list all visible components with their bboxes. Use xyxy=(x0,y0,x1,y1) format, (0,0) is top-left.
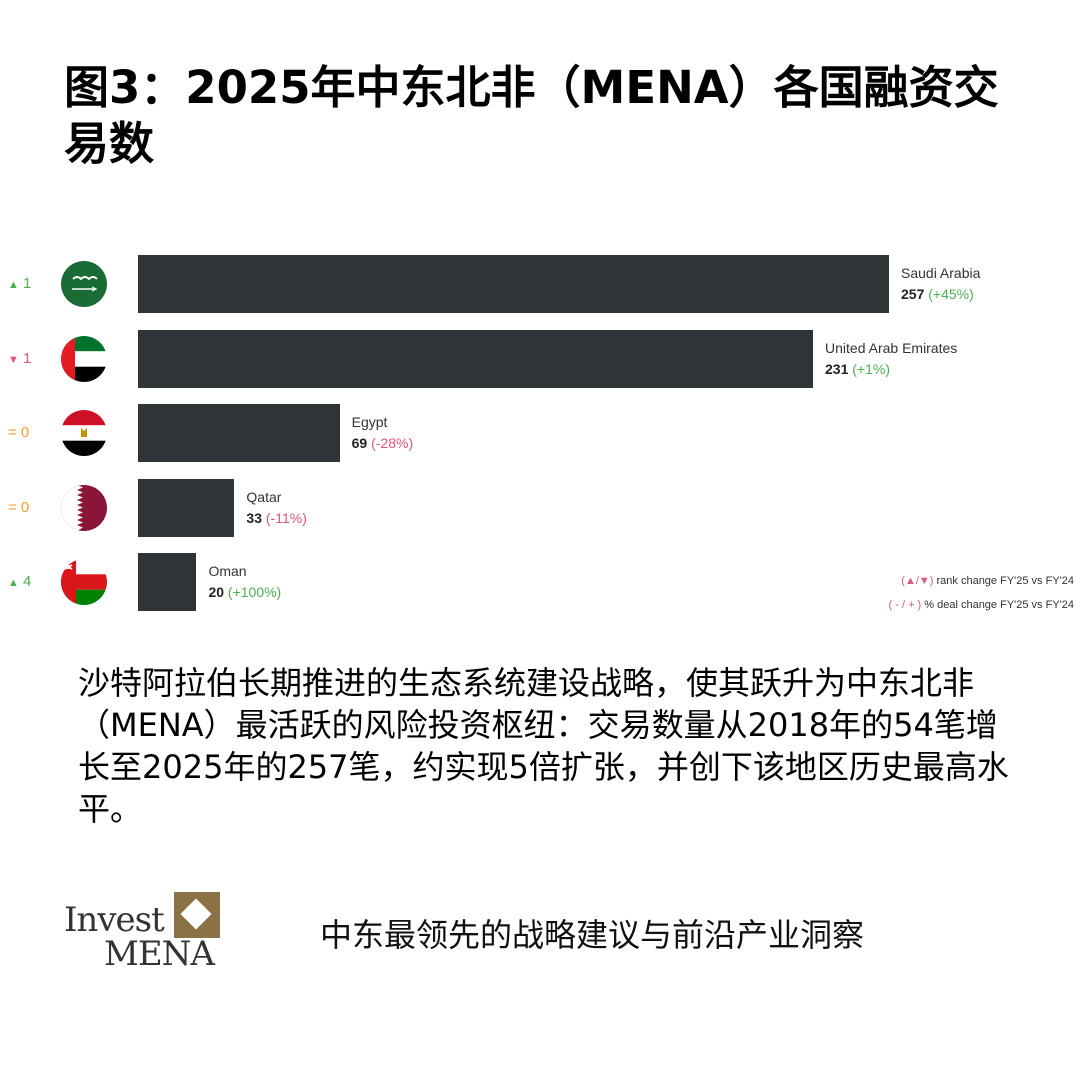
rank-change-arrow: ▲ xyxy=(8,577,19,589)
deal-count: 20 xyxy=(208,584,225,600)
country-label: Egypt xyxy=(351,414,388,430)
deal-change: (+100%) xyxy=(224,584,282,600)
bar-oman xyxy=(138,553,197,611)
value-label: 257 (+45%) xyxy=(901,286,974,302)
legend-label: rank change FY'25 vs FY'24 xyxy=(936,575,1075,587)
legend-label: % deal change FY'25 vs FY'24 xyxy=(924,599,1074,611)
deal-count: 231 xyxy=(825,360,849,377)
rank-change-arrow: = xyxy=(8,498,17,516)
rank-change-indicator: ▲ 1 xyxy=(8,275,31,292)
rank-change-indicator: ▲ 4 xyxy=(8,573,31,590)
deal-change: (+45%) xyxy=(924,286,974,302)
rank-change-indicator: = 0 xyxy=(8,424,29,441)
logo-line-mena: MENA xyxy=(104,934,215,974)
rank-change-value: 0 xyxy=(16,424,30,441)
value-label: 231 (+1%) xyxy=(825,361,890,377)
country-label: United Arab Emirates xyxy=(825,339,958,356)
rank-change-value: 0 xyxy=(16,498,30,516)
value-label: 69 (-28%) xyxy=(352,435,413,451)
rank-change-indicator: ▼ 1 xyxy=(8,350,31,367)
saudi-arabia-flag-icon xyxy=(61,261,107,307)
deal-count: 257 xyxy=(901,286,925,302)
legend-symbols: (▲/▼) xyxy=(901,575,937,587)
value-label: 20 (+100%) xyxy=(208,584,281,600)
bar-chart: ▲ 1 Saudi Arabia 257 (+45%) ▼ 1 United Arab … xyxy=(0,245,1080,625)
oman-flag-icon xyxy=(61,559,107,605)
deal-change: (+1%) xyxy=(848,360,890,377)
legend-item: (▲/▼) rank change FY'25 vs FY'24 xyxy=(901,575,1074,587)
rank-change-value: 1 xyxy=(18,275,32,292)
chart-title: 图3：2025年中东北非（MENA）各国融资交易数 xyxy=(64,61,999,170)
deal-change: (-28%) xyxy=(367,435,414,451)
egypt-flag-icon xyxy=(61,410,107,456)
rank-change-arrow: ▲ xyxy=(8,279,19,291)
value-label: 33 (-11%) xyxy=(246,510,306,526)
rank-change-arrow: = xyxy=(8,424,17,441)
country-label: Qatar xyxy=(246,488,282,505)
logo-line-invest: Invest xyxy=(64,900,165,940)
rank-change-value: 4 xyxy=(18,573,32,590)
invest-mena-logo: Invest MENA xyxy=(64,888,224,974)
bar-egypt xyxy=(138,404,340,462)
country-label: Saudi Arabia xyxy=(901,265,981,281)
country-label: Oman xyxy=(208,563,247,579)
rank-change-value: 1 xyxy=(18,349,32,367)
body-paragraph: 沙特阿拉伯长期推进的生态系统建设战略，使其跃升为中东北非（MENA）最活跃的风险… xyxy=(78,664,1009,828)
bar-qatar xyxy=(138,478,235,537)
logo-diamond-icon xyxy=(174,892,220,938)
deal-count: 33 xyxy=(246,509,262,526)
legend-item: ( - / + ) % deal change FY'25 vs FY'24 xyxy=(889,599,1074,611)
bar-united-arab-emirates xyxy=(138,329,814,388)
uae-flag-icon xyxy=(61,335,107,382)
rank-change-arrow: ▼ xyxy=(8,353,19,366)
deal-change: (-11%) xyxy=(262,509,307,526)
tagline: 中东最领先的战略建议与前沿产业洞察 xyxy=(320,916,865,954)
bar-saudi-arabia xyxy=(138,255,889,313)
legend-symbols: ( - / + ) xyxy=(888,599,925,611)
qatar-flag-icon xyxy=(61,484,107,531)
rank-change-indicator: = 0 xyxy=(8,499,29,516)
deal-count: 69 xyxy=(351,435,368,451)
